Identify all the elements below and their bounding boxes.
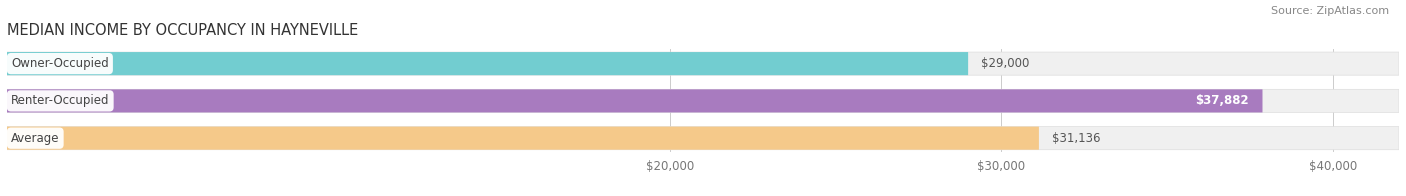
Text: $37,882: $37,882: [1195, 94, 1250, 107]
FancyBboxPatch shape: [7, 52, 969, 75]
Text: $29,000: $29,000: [981, 57, 1029, 70]
Text: Average: Average: [11, 132, 59, 145]
Text: Renter-Occupied: Renter-Occupied: [11, 94, 110, 107]
Text: Owner-Occupied: Owner-Occupied: [11, 57, 108, 70]
Text: MEDIAN INCOME BY OCCUPANCY IN HAYNEVILLE: MEDIAN INCOME BY OCCUPANCY IN HAYNEVILLE: [7, 23, 359, 38]
FancyBboxPatch shape: [7, 127, 1039, 150]
FancyBboxPatch shape: [7, 127, 1399, 150]
FancyBboxPatch shape: [7, 89, 1263, 113]
FancyBboxPatch shape: [7, 89, 1399, 113]
Text: Source: ZipAtlas.com: Source: ZipAtlas.com: [1271, 6, 1389, 16]
FancyBboxPatch shape: [7, 52, 1399, 75]
Text: $31,136: $31,136: [1052, 132, 1101, 145]
